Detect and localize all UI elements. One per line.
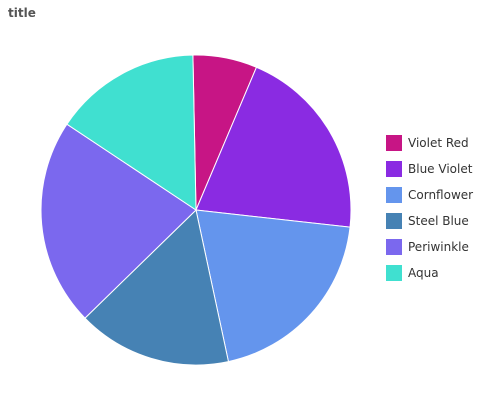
slice-blue-violet — [195, 66, 352, 228]
legend-swatch-blue-violet — [386, 161, 402, 177]
legend-swatch-periwinkle — [386, 239, 402, 255]
slice-steel-blue — [84, 209, 230, 366]
legend-label-cornflower: Cornflower — [408, 188, 473, 202]
legend-swatch-steel-blue — [386, 213, 402, 229]
legend-swatch-cornflower — [386, 187, 402, 203]
chart-title: title — [8, 6, 36, 20]
slice-aqua — [66, 54, 197, 211]
legend-label-periwinkle: Periwinkle — [408, 240, 469, 254]
legend: Violet Red Blue Violet Cornflower Steel Blu… — [386, 135, 473, 281]
legend-label-violet-red: Violet Red — [408, 136, 469, 150]
slice-cornflower — [195, 209, 351, 363]
legend-label-blue-violet: Blue Violet — [408, 162, 473, 176]
legend-label-aqua: Aqua — [408, 266, 439, 280]
pie-slices — [40, 54, 352, 366]
slice-periwinkle — [40, 123, 197, 319]
legend-swatch-violet-red — [386, 135, 402, 151]
legend-swatch-aqua — [386, 265, 402, 281]
legend-label-steel-blue: Steel Blue — [408, 214, 469, 228]
